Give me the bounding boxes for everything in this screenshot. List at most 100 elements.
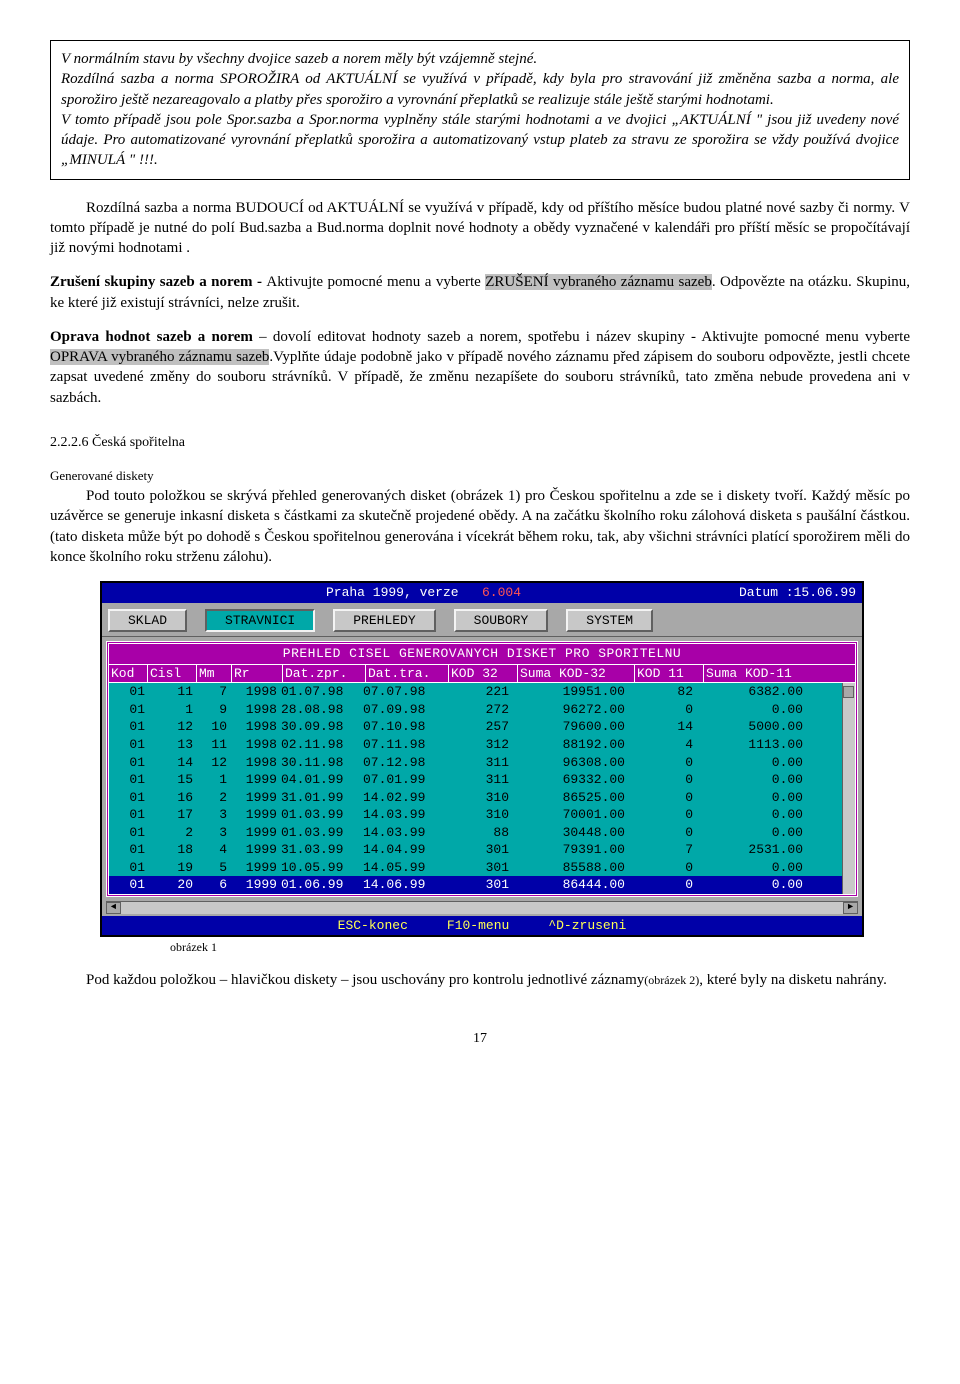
table-cell: 311: [443, 771, 511, 789]
table-cell: 01: [109, 701, 147, 719]
table-cell: 1999: [229, 771, 279, 789]
zruseni-bold: Zrušení skupiny sazeb a norem -: [50, 274, 266, 290]
table-cell: 14: [627, 718, 695, 736]
table-cell: 1113.00: [695, 736, 805, 754]
table-cell: 0.00: [695, 754, 805, 772]
table-cell: 14: [147, 754, 195, 772]
table-row[interactable]: 0123199901.03.9914.03.998830448.0000.00: [109, 824, 855, 842]
table-cell: 18: [147, 841, 195, 859]
col-dattra: Dat.tra.: [366, 665, 449, 683]
menu-sklad[interactable]: SKLAD: [108, 609, 187, 633]
scroll-left-icon[interactable]: ◄: [106, 902, 121, 914]
note-line-2: Rozdílná sazba a norma SPOROŽIRA od AKTU…: [61, 69, 899, 110]
table-cell: 19: [147, 859, 195, 877]
table-cell: 1999: [229, 789, 279, 807]
table-cell: 7: [195, 683, 229, 701]
table-cell: 0: [627, 876, 695, 894]
note-line-1: V normálním stavu by všechny dvojice saz…: [61, 49, 899, 69]
table-cell: 257: [443, 718, 511, 736]
oprava-highlight: OPRAVA vybraného záznamu sazeb: [50, 349, 269, 365]
oprava-text1: – dovolí editovat hodnoty sazeb a norem,…: [253, 329, 910, 345]
table-cell: 01: [109, 683, 147, 701]
table-cell: 1999: [229, 824, 279, 842]
table-cell: 301: [443, 859, 511, 877]
menu-prehledy[interactable]: PREHLEDY: [333, 609, 435, 633]
paragraph-zruseni: Zrušení skupiny sazeb a norem - Aktivujt…: [50, 272, 910, 313]
table-cell: 4: [627, 736, 695, 754]
table-row[interactable]: 0119199828.08.9807.09.9827296272.0000.00: [109, 701, 855, 719]
dos-app-window: Praha 1999, verze 6.004 Datum :15.06.99 …: [100, 581, 864, 937]
table-cell: 1: [195, 771, 229, 789]
table-cell: 2: [147, 824, 195, 842]
data-grid-wrap: 01117199801.07.9807.07.9822119951.008263…: [109, 683, 855, 894]
table-cell: 07.07.98: [361, 683, 443, 701]
table-cell: 0.00: [695, 771, 805, 789]
table-cell: 4: [195, 841, 229, 859]
table-cell: 79391.00: [511, 841, 627, 859]
table-cell: 01: [109, 718, 147, 736]
table-cell: 0.00: [695, 789, 805, 807]
col-rr: Rr: [232, 665, 283, 683]
table-cell: 16: [147, 789, 195, 807]
table-cell: 301: [443, 876, 511, 894]
table-row[interactable]: 01195199910.05.9914.05.9930185588.0000.0…: [109, 859, 855, 877]
statusbar: ESC-konec F10-menu ^D-zruseni: [102, 916, 862, 936]
scrollbar-thumb[interactable]: [843, 686, 854, 698]
table-cell: 1998: [229, 683, 279, 701]
titlebar: Praha 1999, verze 6.004 Datum :15.06.99: [102, 583, 862, 603]
table-row[interactable]: 01206199901.06.9914.06.9930186444.0000.0…: [109, 876, 855, 894]
table-row[interactable]: 011412199830.11.9807.12.9831196308.0000.…: [109, 754, 855, 772]
table-cell: 0.00: [695, 859, 805, 877]
table-cell: 12: [195, 754, 229, 772]
menu-soubory[interactable]: SOUBORY: [454, 609, 549, 633]
table-row[interactable]: 011210199830.09.9807.10.9825779600.00145…: [109, 718, 855, 736]
table-cell: 01: [109, 771, 147, 789]
table-cell: 30448.00: [511, 824, 627, 842]
table-cell: 0.00: [695, 701, 805, 719]
col-kod32: KOD 32: [449, 665, 518, 683]
table-cell: 6382.00: [695, 683, 805, 701]
table-cell: 3: [195, 806, 229, 824]
table-row[interactable]: 01173199901.03.9914.03.9931070001.0000.0…: [109, 806, 855, 824]
bottom-text-1: Pod každou položkou – hlavičkou diskety …: [86, 972, 644, 988]
titlebar-spacer: [521, 584, 739, 602]
table-cell: 31.03.99: [279, 841, 361, 859]
table-cell: 5: [195, 859, 229, 877]
table-cell: 12: [147, 718, 195, 736]
status-d: ^D-zruseni: [548, 918, 626, 933]
scroll-right-icon[interactable]: ►: [843, 902, 858, 914]
table-cell: 86525.00: [511, 789, 627, 807]
table-title: PREHLED CISEL GENEROVANYCH DISKET PRO SP…: [109, 644, 855, 665]
table-row[interactable]: 01117199801.07.9807.07.9822119951.008263…: [109, 683, 855, 701]
table-cell: 01.03.99: [279, 806, 361, 824]
vertical-scrollbar[interactable]: [842, 683, 855, 894]
table-cell: 0.00: [695, 824, 805, 842]
horizontal-scrollbar[interactable]: ◄ ►: [106, 901, 858, 914]
status-f10: F10-menu: [447, 918, 509, 933]
table-cell: 312: [443, 736, 511, 754]
table-cell: 0: [627, 754, 695, 772]
title-text: Praha 1999, verze: [326, 585, 459, 600]
table-cell: 70001.00: [511, 806, 627, 824]
menu-stravnici[interactable]: STRAVNICI: [205, 609, 315, 633]
menu-system[interactable]: SYSTEM: [566, 609, 653, 633]
table-cell: 01: [109, 824, 147, 842]
table-cell: 11: [195, 736, 229, 754]
table-cell: 3: [195, 824, 229, 842]
title-version: 6.004: [482, 585, 521, 600]
column-headers: Kod Cisl Mm Rr Dat.zpr. Dat.tra. KOD 32 …: [109, 665, 855, 684]
menubar: SKLAD STRAVNICI PREHLEDY SOUBORY SYSTEM: [102, 603, 862, 638]
table-cell: 6: [195, 876, 229, 894]
table-row[interactable]: 01151199904.01.9907.01.9931169332.0000.0…: [109, 771, 855, 789]
table-cell: 13: [147, 736, 195, 754]
table-cell: 5000.00: [695, 718, 805, 736]
col-mm: Mm: [197, 665, 232, 683]
table-row[interactable]: 01162199931.01.9914.02.9931086525.0000.0…: [109, 789, 855, 807]
table-row[interactable]: 011311199802.11.9807.11.9831288192.00411…: [109, 736, 855, 754]
table-cell: 30.11.98: [279, 754, 361, 772]
table-row[interactable]: 01184199931.03.9914.04.9930179391.007253…: [109, 841, 855, 859]
paragraph-bottom: Pod každou položkou – hlavičkou diskety …: [50, 970, 910, 990]
col-datzpr: Dat.zpr.: [283, 665, 366, 683]
table-cell: 10.05.99: [279, 859, 361, 877]
table-cell: 9: [195, 701, 229, 719]
